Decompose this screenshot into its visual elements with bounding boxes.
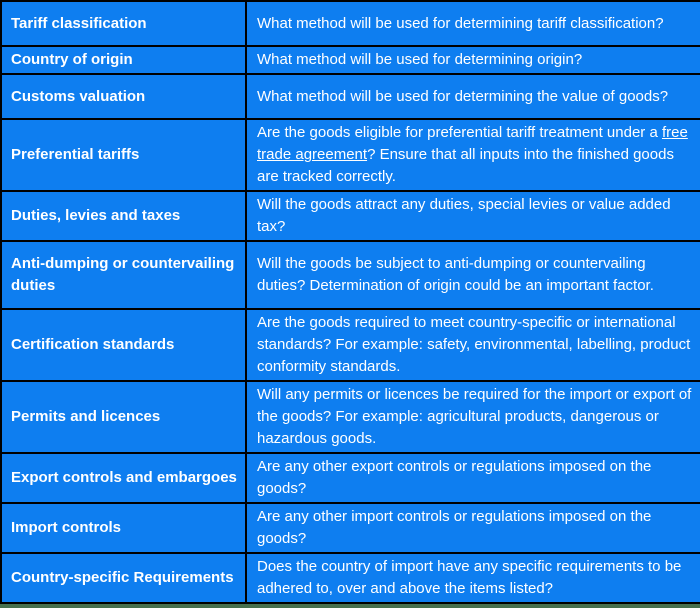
row-question: Will the goods be subject to anti-dumpin… [245, 240, 700, 310]
row-label: Anti-dumping or countervailing duties [0, 240, 247, 310]
free-trade-agreement-link[interactable]: free trade agreement [257, 124, 688, 163]
row-label: Customs valuation [0, 73, 247, 120]
row-question: What method will be used for determining… [245, 45, 700, 75]
table-row: Duties, levies and taxes Will the goods … [0, 190, 700, 242]
table-row: Preferential tariffs Are the goods eligi… [0, 118, 700, 192]
question-text-before-link: Are the goods eligible for preferential … [257, 124, 662, 141]
row-label: Export controls and embargoes [0, 452, 247, 504]
table-row: Import controls Are any other import con… [0, 502, 700, 554]
row-label: Country of origin [0, 45, 247, 75]
row-label: Import controls [0, 502, 247, 554]
table-row: Anti-dumping or countervailing duties Wi… [0, 240, 700, 310]
row-label: Certification standards [0, 308, 247, 382]
table-row: Customs valuation What method will be us… [0, 73, 700, 120]
table-row: Certification standards Are the goods re… [0, 308, 700, 382]
row-label: Tariff classification [0, 0, 247, 47]
row-question: Are any other export controls or regulat… [245, 452, 700, 504]
row-question: Are the goods required to meet country-s… [245, 308, 700, 382]
row-question: Will any permits or licences be required… [245, 380, 700, 454]
row-question: Are any other import controls or regulat… [245, 502, 700, 554]
row-label: Permits and licences [0, 380, 247, 454]
table-row: Tariff classification What method will b… [0, 0, 700, 47]
row-question: What method will be used for determining… [245, 0, 700, 47]
table-row: Country-specific Requirements Does the c… [0, 552, 700, 604]
row-label: Preferential tariffs [0, 118, 247, 192]
table-row: Permits and licences Will any permits or… [0, 380, 700, 454]
row-label: Country-specific Requirements [0, 552, 247, 604]
row-question: Does the country of import have any spec… [245, 552, 700, 604]
row-question: What method will be used for determining… [245, 73, 700, 120]
table-row: Country of origin What method will be us… [0, 45, 700, 75]
footer-bar [0, 604, 700, 608]
row-question: Are the goods eligible for preferential … [245, 118, 700, 192]
row-label: Duties, levies and taxes [0, 190, 247, 242]
table-row: Export controls and embargoes Are any ot… [0, 452, 700, 504]
row-question: Will the goods attract any duties, speci… [245, 190, 700, 242]
question-text-after-link: ? Ensure that all inputs into the finish… [257, 146, 674, 185]
